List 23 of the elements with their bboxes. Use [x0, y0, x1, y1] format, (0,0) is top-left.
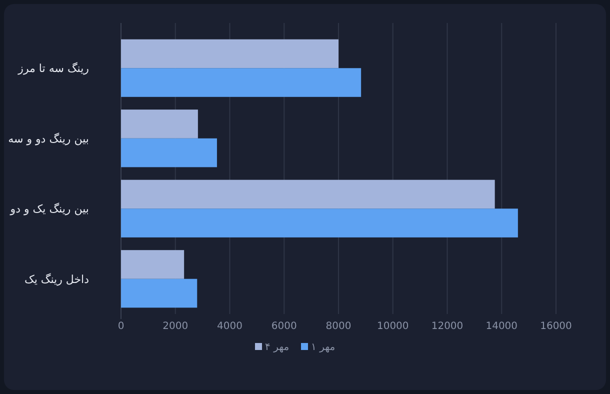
- y-tick-label: بین رینگ دو و سه: [8, 132, 89, 146]
- x-tick-label: 12000: [431, 321, 464, 332]
- x-tick-label: 8000: [326, 321, 352, 332]
- x-tick-label: 2000: [162, 321, 188, 332]
- bar: [121, 180, 495, 209]
- x-tick-label: 0: [118, 321, 124, 332]
- bar: [121, 250, 184, 279]
- bar: [121, 208, 518, 238]
- x-tick-label: 16000: [540, 321, 572, 332]
- y-tick-label: بین رینگ یک و دو: [9, 202, 89, 216]
- x-tick-label: 14000: [486, 321, 518, 332]
- bar: [121, 39, 338, 68]
- x-tick-label: 6000: [271, 321, 297, 332]
- legend-label: ۴ مهر: [265, 342, 290, 353]
- x-tick-label: 10000: [376, 321, 409, 332]
- bar: [121, 138, 217, 168]
- bar: [121, 68, 362, 97]
- y-tick-label: رینگ سه تا مرز: [17, 62, 89, 76]
- legend-label: ۱ مهر: [311, 342, 336, 353]
- bar: [121, 278, 198, 308]
- y-tick-label: داخل رینگ یک: [24, 272, 90, 286]
- bar: [121, 110, 198, 138]
- x-tick-label: 4000: [217, 321, 242, 332]
